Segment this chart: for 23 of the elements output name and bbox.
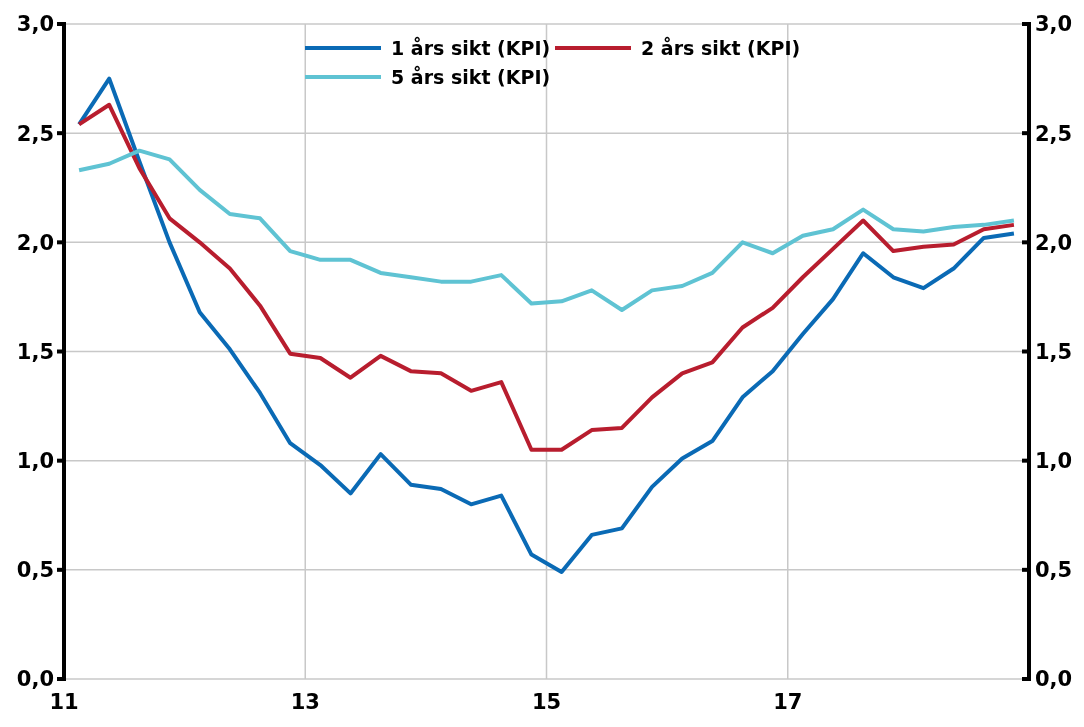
y2-tick-label: 2,0 bbox=[1035, 230, 1073, 255]
y-tick-label: 3,0 bbox=[16, 12, 54, 37]
y-tick-label: 2,0 bbox=[16, 230, 54, 255]
y2-tick-label: 2,5 bbox=[1035, 121, 1073, 146]
y2-tick-label: 1,0 bbox=[1035, 449, 1073, 474]
line-series bbox=[77, 102, 1016, 452]
legend-label: 1 års sikt (KPI) bbox=[391, 35, 551, 59]
y-tick-label: 1,0 bbox=[16, 449, 54, 474]
x-tick-label: 15 bbox=[531, 690, 562, 714]
x-tick-label: 17 bbox=[773, 690, 803, 714]
y-tick-label: 2,5 bbox=[16, 121, 54, 146]
y2-tick-label: 0,0 bbox=[1035, 667, 1073, 692]
y2-tick-label: 1,5 bbox=[1035, 339, 1073, 364]
line-series bbox=[77, 148, 1016, 313]
x-tick-label: 13 bbox=[290, 690, 320, 714]
legend-label: 2 års sikt (KPI) bbox=[641, 35, 801, 59]
y2-tick-label: 0,5 bbox=[1035, 558, 1073, 583]
y-tick-label: 1,5 bbox=[16, 339, 54, 364]
y2-tick-label: 3,0 bbox=[1035, 12, 1073, 37]
legend-label: 5 års sikt (KPI) bbox=[391, 64, 551, 88]
y-tick-label: 0,5 bbox=[16, 558, 54, 583]
x-tick-label: 11 bbox=[49, 690, 79, 714]
y-tick-label: 0,0 bbox=[16, 667, 54, 692]
